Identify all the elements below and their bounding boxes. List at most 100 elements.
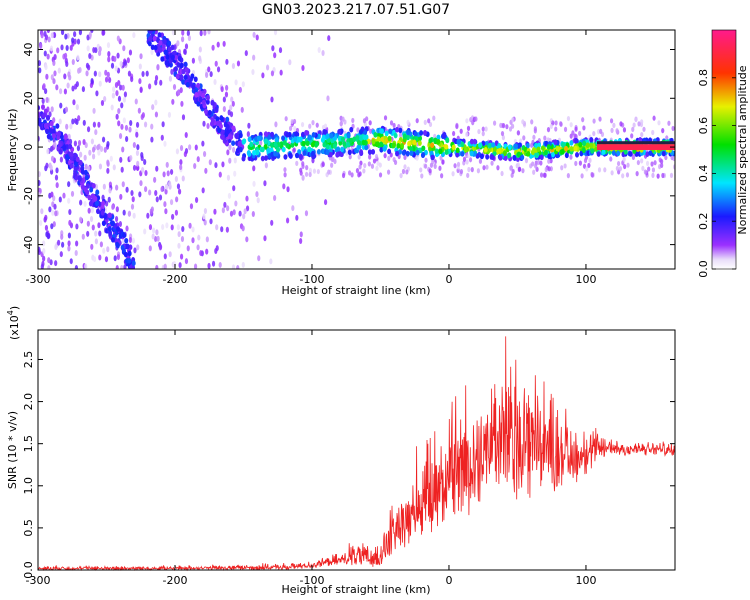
heatmap-cell bbox=[147, 24, 151, 30]
y-tick-label: 20 bbox=[22, 91, 35, 105]
heatmap-cell bbox=[569, 154, 573, 160]
heatmap-cell bbox=[373, 132, 378, 138]
heatmap-cell bbox=[365, 116, 369, 122]
heatmap-cell bbox=[379, 146, 384, 153]
heatmap-cell bbox=[38, 117, 42, 124]
heatmap-cell bbox=[81, 233, 85, 240]
heatmap-cell bbox=[255, 191, 259, 198]
heatmap-cell bbox=[38, 112, 41, 118]
heatmap-cell bbox=[563, 126, 568, 132]
x-tick-label: -200 bbox=[163, 574, 188, 587]
heatmap-cell bbox=[181, 175, 185, 182]
heatmap-cell bbox=[465, 131, 469, 138]
heatmap-cell bbox=[38, 180, 41, 187]
heatmap-cell bbox=[610, 170, 614, 176]
heatmap-cell bbox=[161, 43, 166, 49]
heatmap-cell bbox=[371, 149, 376, 155]
heatmap-cell bbox=[91, 146, 96, 153]
heatmap-cell bbox=[252, 149, 257, 156]
heatmap-cell bbox=[242, 138, 247, 144]
heatmap-cell bbox=[252, 31, 256, 38]
heatmap-cell bbox=[423, 119, 427, 125]
heatmap-cell bbox=[559, 121, 563, 127]
heatmap-cell bbox=[40, 32, 44, 39]
heatmap-cell bbox=[181, 226, 185, 233]
heatmap-carrier-edge bbox=[596, 141, 675, 145]
heatmap-cell bbox=[90, 243, 94, 250]
heatmap-cell bbox=[198, 96, 203, 103]
heatmap-cell bbox=[484, 126, 488, 132]
heatmap-cell bbox=[71, 85, 75, 92]
heatmap-cell bbox=[651, 167, 656, 173]
heatmap-cell bbox=[237, 140, 242, 147]
heatmap-cell bbox=[648, 150, 653, 156]
heatmap-cell bbox=[106, 42, 111, 49]
heatmap-cell bbox=[328, 151, 333, 158]
heatmap-cell bbox=[423, 130, 428, 136]
heatmap-cell bbox=[56, 47, 60, 54]
heatmap-cell bbox=[49, 120, 54, 127]
heatmap-cell bbox=[622, 156, 626, 163]
heatmap-cell bbox=[351, 117, 355, 124]
heatmap-cell bbox=[263, 138, 268, 144]
heatmap-cell bbox=[98, 46, 102, 53]
heatmap-cell bbox=[249, 141, 254, 148]
heatmap-cell bbox=[518, 166, 522, 172]
heatmap-cell bbox=[213, 208, 217, 215]
heatmap-cell bbox=[38, 60, 42, 67]
heatmap-cell bbox=[191, 84, 196, 90]
heatmap-cell bbox=[117, 79, 121, 86]
heatmap-cell bbox=[295, 160, 299, 166]
y-tick-label: 40 bbox=[22, 43, 35, 57]
heatmap-carrier-band bbox=[596, 144, 675, 150]
heatmap-cell bbox=[143, 228, 147, 235]
heatmap-cell bbox=[41, 104, 46, 110]
heatmap-cell bbox=[661, 128, 665, 134]
heatmap-cell bbox=[348, 154, 352, 160]
heatmap-cell bbox=[266, 64, 270, 71]
heatmap-cell bbox=[74, 265, 79, 269]
heatmap-cell bbox=[68, 219, 72, 226]
heatmap-cell bbox=[43, 122, 48, 129]
heatmap-cell bbox=[403, 154, 407, 161]
heatmap-cell bbox=[222, 96, 226, 103]
heatmap-cell bbox=[293, 136, 298, 142]
heatmap-cell bbox=[266, 148, 271, 154]
heatmap-cell bbox=[140, 152, 144, 159]
heatmap-cell bbox=[241, 81, 245, 88]
heatmap-cell bbox=[575, 152, 580, 158]
heatmap-cell bbox=[238, 86, 242, 93]
heatmap-cell bbox=[79, 216, 83, 223]
heatmap-cell bbox=[63, 134, 68, 140]
heatmap-cell bbox=[165, 54, 170, 60]
heatmap-cell bbox=[231, 264, 236, 269]
heatmap-cell bbox=[60, 233, 64, 240]
heatmap-cell bbox=[108, 230, 113, 236]
heatmap-cell bbox=[61, 241, 65, 248]
heatmap-cell bbox=[274, 137, 279, 143]
heatmap-cell bbox=[635, 171, 639, 177]
heatmap-cell bbox=[51, 133, 56, 139]
heatmap-cell bbox=[60, 30, 65, 36]
heatmap-cell bbox=[479, 153, 484, 160]
heatmap-cell bbox=[645, 151, 650, 157]
heatmap-cell bbox=[90, 138, 94, 145]
heatmap-cell bbox=[132, 142, 136, 149]
heatmap-cell bbox=[574, 160, 578, 167]
heatmap-cell bbox=[76, 145, 81, 152]
heatmap-cell bbox=[116, 226, 121, 232]
heatmap-cell bbox=[73, 117, 78, 124]
heatmap-cell bbox=[40, 208, 44, 215]
heatmap-cell bbox=[87, 194, 92, 201]
heatmap-cell bbox=[180, 235, 185, 242]
heatmap-cell bbox=[345, 150, 349, 156]
heatmap-cell bbox=[179, 74, 184, 81]
heatmap-cell bbox=[501, 135, 505, 141]
heatmap-cell bbox=[478, 142, 483, 148]
heatmap-cell bbox=[101, 220, 106, 227]
heatmap-cell bbox=[70, 190, 75, 197]
heatmap-cell bbox=[96, 208, 101, 215]
heatmap-cell bbox=[598, 116, 602, 122]
heatmap-cell bbox=[256, 197, 260, 204]
heatmap-cell bbox=[444, 149, 449, 155]
